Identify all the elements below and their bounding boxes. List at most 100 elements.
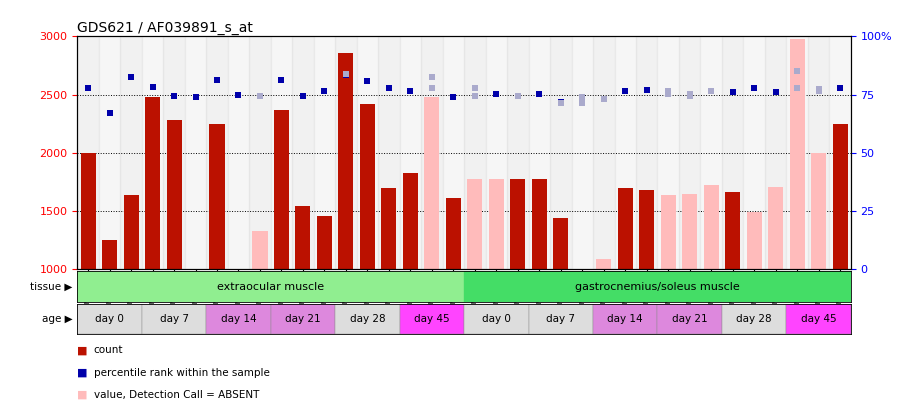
Bar (464, 271, 851, 302)
Bar (424, 97, 440, 269)
Text: value, Detection Call = ABSENT: value, Detection Call = ABSENT (94, 390, 259, 400)
Bar (550, 36, 571, 269)
Bar (593, 36, 614, 269)
Bar (618, 188, 632, 269)
Bar (790, 39, 804, 269)
Text: day 14: day 14 (221, 314, 257, 324)
Bar (682, 194, 697, 269)
Bar (167, 120, 182, 269)
Bar (442, 36, 464, 269)
Bar (743, 36, 765, 269)
Bar (421, 36, 442, 269)
Bar (271, 36, 292, 269)
Text: day 0: day 0 (482, 314, 511, 324)
Text: percentile rank within the sample: percentile rank within the sample (94, 368, 269, 377)
Bar (249, 36, 271, 269)
Bar (529, 304, 593, 334)
Bar (314, 36, 335, 269)
Bar (296, 207, 310, 269)
Text: day 28: day 28 (736, 314, 772, 324)
Bar (768, 187, 784, 269)
Bar (507, 36, 529, 269)
Bar (786, 36, 808, 269)
Text: day 28: day 28 (349, 314, 385, 324)
Bar (464, 36, 486, 269)
Bar (99, 36, 120, 269)
Bar (142, 304, 207, 334)
Bar (593, 304, 657, 334)
Bar (145, 97, 160, 269)
Bar (77, 304, 142, 334)
Bar (403, 173, 418, 269)
Bar (292, 36, 314, 269)
Text: ■: ■ (77, 345, 88, 355)
Bar (77, 36, 99, 269)
Bar (661, 195, 676, 269)
Bar (486, 36, 507, 269)
Bar (317, 216, 332, 269)
Bar (339, 53, 353, 269)
Bar (722, 36, 743, 269)
Text: day 21: day 21 (672, 314, 707, 324)
Bar (489, 179, 504, 269)
Text: day 14: day 14 (608, 314, 643, 324)
Text: day 45: day 45 (801, 314, 836, 324)
Bar (529, 36, 550, 269)
Bar (811, 153, 826, 269)
Bar (357, 36, 379, 269)
Bar (163, 36, 185, 269)
Text: day 7: day 7 (159, 314, 188, 324)
Bar (228, 36, 249, 269)
Text: tissue ▶: tissue ▶ (30, 281, 73, 292)
Text: day 0: day 0 (96, 314, 124, 324)
Bar (120, 36, 142, 269)
Bar (657, 36, 679, 269)
Bar (786, 304, 851, 334)
Text: day 21: day 21 (285, 314, 320, 324)
Bar (703, 185, 719, 269)
Bar (596, 259, 612, 269)
Text: count: count (94, 345, 123, 355)
Bar (209, 124, 225, 269)
Bar (701, 36, 722, 269)
Text: GDS621 / AF039891_s_at: GDS621 / AF039891_s_at (77, 21, 253, 35)
Bar (446, 198, 460, 269)
Text: extraocular muscle: extraocular muscle (217, 281, 324, 292)
Bar (808, 36, 829, 269)
Bar (571, 36, 593, 269)
Bar (722, 304, 786, 334)
Bar (207, 304, 271, 334)
Bar (553, 218, 569, 269)
Text: ■: ■ (77, 368, 88, 377)
Bar (614, 36, 636, 269)
Bar (124, 195, 138, 269)
Bar (274, 110, 289, 269)
Text: ■: ■ (77, 390, 88, 400)
Bar (399, 36, 421, 269)
Bar (379, 36, 399, 269)
Bar (725, 192, 740, 269)
Bar (679, 36, 701, 269)
Bar (468, 179, 482, 269)
Bar (359, 104, 375, 269)
Bar (252, 231, 268, 269)
Bar (102, 240, 117, 269)
Bar (335, 36, 357, 269)
Bar (657, 304, 722, 334)
Text: day 7: day 7 (546, 314, 575, 324)
Bar (636, 36, 657, 269)
Bar (335, 304, 399, 334)
Bar (77, 271, 464, 302)
Bar (381, 188, 397, 269)
Bar (142, 36, 163, 269)
Bar (207, 36, 228, 269)
Text: day 45: day 45 (414, 314, 450, 324)
Bar (464, 304, 529, 334)
Bar (746, 212, 762, 269)
Bar (639, 190, 654, 269)
Bar (511, 179, 525, 269)
Bar (829, 36, 851, 269)
Text: gastrocnemius/soleus muscle: gastrocnemius/soleus muscle (575, 281, 740, 292)
Bar (833, 124, 847, 269)
Bar (185, 36, 207, 269)
